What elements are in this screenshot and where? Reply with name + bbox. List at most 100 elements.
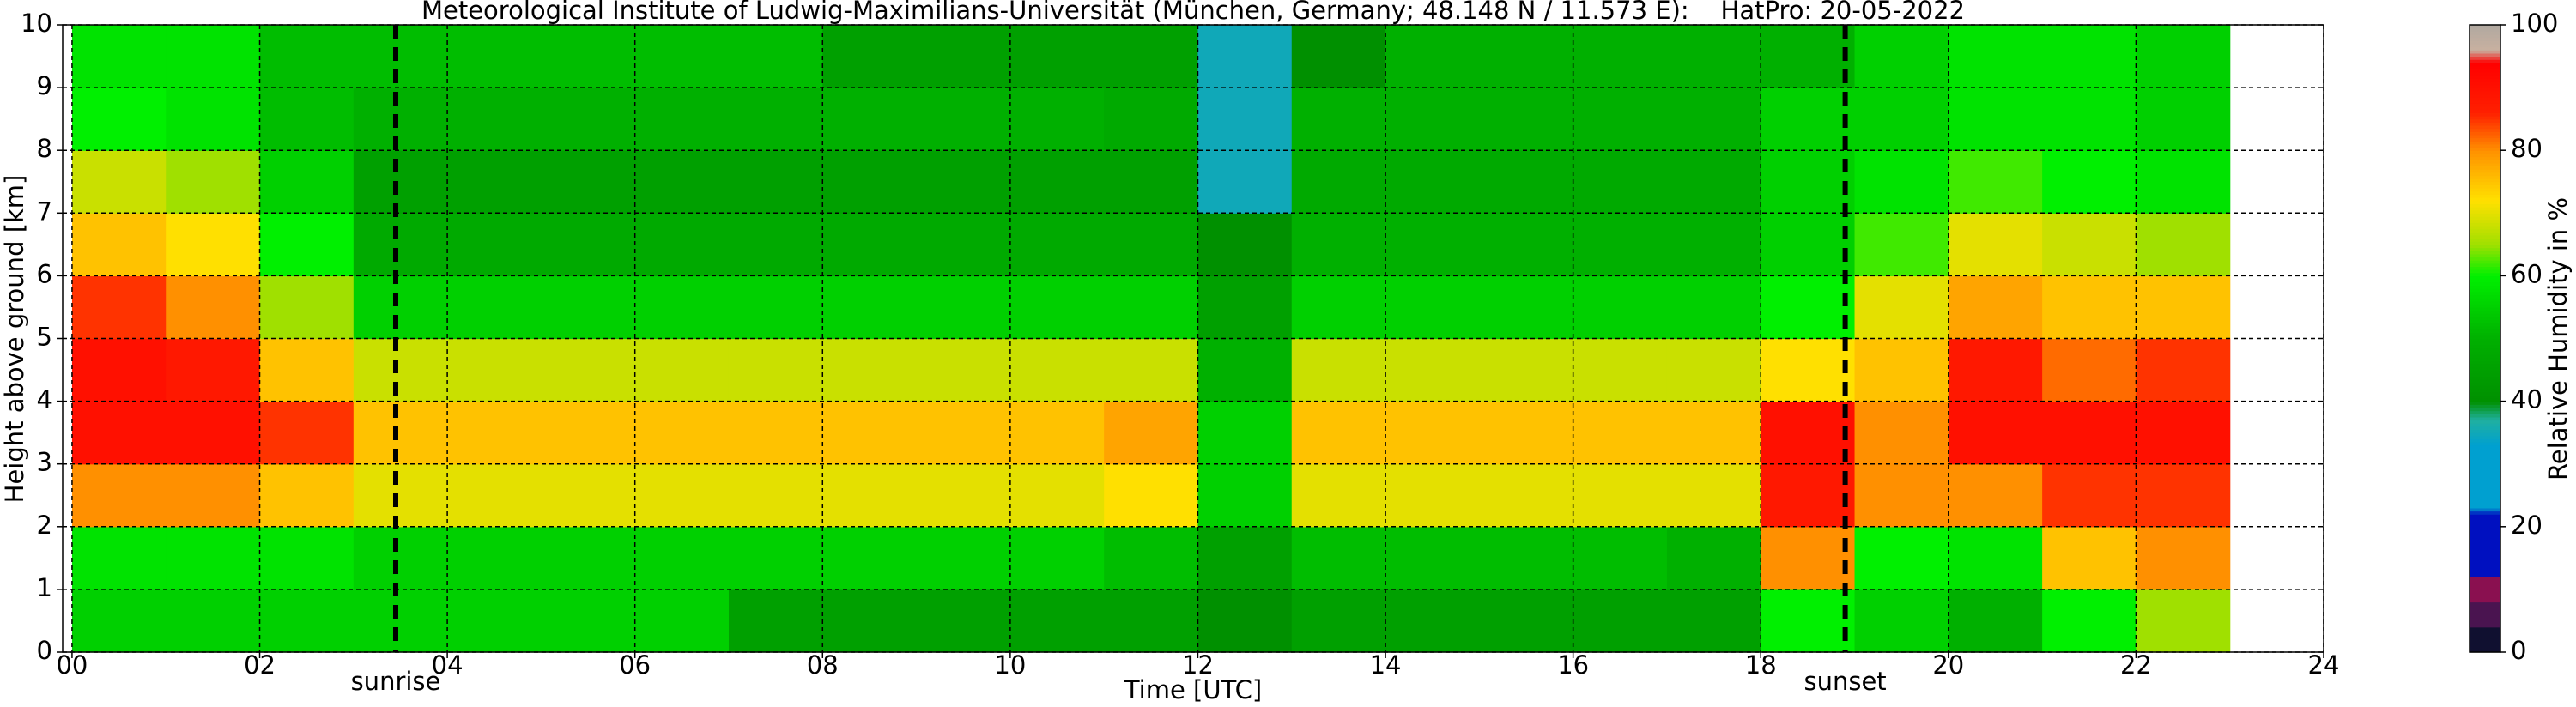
colorbar-segment <box>2470 645 2500 650</box>
heatmap-cell <box>2042 25 2137 88</box>
heatmap-cell <box>166 25 261 88</box>
colorbar-segment <box>2470 351 2500 355</box>
colorbar-segment <box>2470 169 2500 173</box>
colorbar-segment <box>2470 228 2500 233</box>
heatmap-cell <box>634 589 730 653</box>
heatmap-cell <box>1666 213 1761 276</box>
heatmap-cell <box>728 589 823 653</box>
colorbar-segment <box>2470 577 2500 581</box>
colorbar-tick-label: 40 <box>2511 385 2543 414</box>
heatmap-cell <box>822 526 918 590</box>
colorbar-segment <box>2470 624 2500 628</box>
heatmap-cell <box>1948 526 2043 590</box>
colorbar-segment <box>2470 366 2500 371</box>
heatmap-cell <box>1009 88 1105 151</box>
colorbar-segment <box>2470 385 2500 390</box>
heatmap-cell <box>2136 338 2231 402</box>
heatmap-cell <box>166 589 261 653</box>
heatmap-cell <box>1104 88 1199 151</box>
heatmap-cell <box>822 88 918 151</box>
heatmap-cell <box>2136 150 2231 214</box>
heatmap-cell <box>1948 338 2043 402</box>
heatmap-cell <box>1666 401 1761 465</box>
colorbar-segment <box>2470 643 2500 647</box>
heatmap-cell <box>447 463 542 528</box>
colorbar-segment <box>2470 59 2500 63</box>
heatmap-cell <box>1291 150 1386 214</box>
x-tick-label: 04 <box>432 650 464 680</box>
colorbar-segment <box>2470 586 2500 590</box>
heatmap-cell <box>916 338 1011 402</box>
heatmap-cell <box>259 526 355 590</box>
heatmap-cell <box>1291 463 1386 528</box>
colorbar-segment <box>2470 526 2500 531</box>
colorbar-segment <box>2470 329 2500 333</box>
heatmap-cell <box>1479 338 1574 402</box>
colorbar-segment <box>2470 272 2500 276</box>
heatmap-cell <box>916 88 1011 151</box>
colorbar-segment <box>2470 567 2500 571</box>
heatmap-cell <box>1385 526 1480 590</box>
colorbar-segment <box>2470 347 2500 352</box>
colorbar-segment <box>2470 420 2500 424</box>
colorbar-segment <box>2470 75 2500 79</box>
heatmap-cell <box>447 401 542 465</box>
colorbar-segment <box>2470 435 2500 440</box>
heatmap-cell <box>1479 526 1574 590</box>
heatmap-cell <box>634 25 730 88</box>
heatmap-cell <box>916 463 1011 528</box>
y-tick-label: 3 <box>37 448 52 477</box>
heatmap-cell <box>1854 463 1949 528</box>
heatmap-cell <box>1948 589 2043 653</box>
x-tick-label: 02 <box>244 650 276 680</box>
heatmap-cell <box>1197 589 1293 653</box>
colorbar-segment <box>2470 395 2500 399</box>
colorbar-segment <box>2470 448 2500 452</box>
colorbar-segment <box>2470 341 2500 346</box>
colorbar-segment <box>2470 520 2500 524</box>
heatmap-cell <box>447 526 542 590</box>
heatmap-cell <box>1573 150 1668 214</box>
colorbar-segment <box>2470 178 2500 183</box>
heatmap-cell <box>1291 25 1386 88</box>
colorbar-segment <box>2470 357 2500 361</box>
x-tick-label: 00 <box>56 650 88 680</box>
heatmap-cell <box>259 25 355 88</box>
colorbar-segment <box>2470 106 2500 111</box>
heatmap-cell <box>1104 275 1199 340</box>
heatmap-cell <box>822 338 918 402</box>
colorbar-segment <box>2470 43 2500 48</box>
x-tick-label: 24 <box>2308 650 2340 680</box>
colorbar-segment <box>2470 219 2500 223</box>
x-tick-label: 06 <box>619 650 651 680</box>
colorbar-segment <box>2470 404 2500 408</box>
heatmap-cell <box>166 213 261 276</box>
y-tick-label: 10 <box>21 9 52 38</box>
heatmap-cell <box>447 25 542 88</box>
heatmap-cell <box>1761 463 1856 528</box>
colorbar-segment <box>2470 251 2500 255</box>
colorbar-segment <box>2470 31 2500 35</box>
heatmap-cell <box>259 213 355 276</box>
colorbar-segment <box>2470 523 2500 528</box>
colorbar-segment <box>2470 363 2500 367</box>
colorbar-segment <box>2470 172 2500 177</box>
colorbar-segment <box>2470 84 2500 88</box>
colorbar-segment <box>2470 103 2500 107</box>
heatmap-cell <box>1291 213 1386 276</box>
heatmap-cell <box>353 338 448 402</box>
colorbar-tick-label: 20 <box>2511 511 2543 540</box>
heatmap-cell <box>916 25 1011 88</box>
heatmap-cell <box>2042 526 2137 590</box>
heatmap-cell <box>1291 401 1386 465</box>
heatmap-cell <box>1385 88 1480 151</box>
colorbar-segment <box>2470 486 2500 490</box>
heatmap-cell <box>1291 526 1386 590</box>
heatmap-cell <box>1761 589 1856 653</box>
heatmap-cell <box>259 275 355 340</box>
colorbar-segment <box>2470 376 2500 380</box>
colorbar-segment <box>2470 451 2500 456</box>
heatmap-cell <box>916 401 1011 465</box>
colorbar-segment <box>2470 492 2500 496</box>
